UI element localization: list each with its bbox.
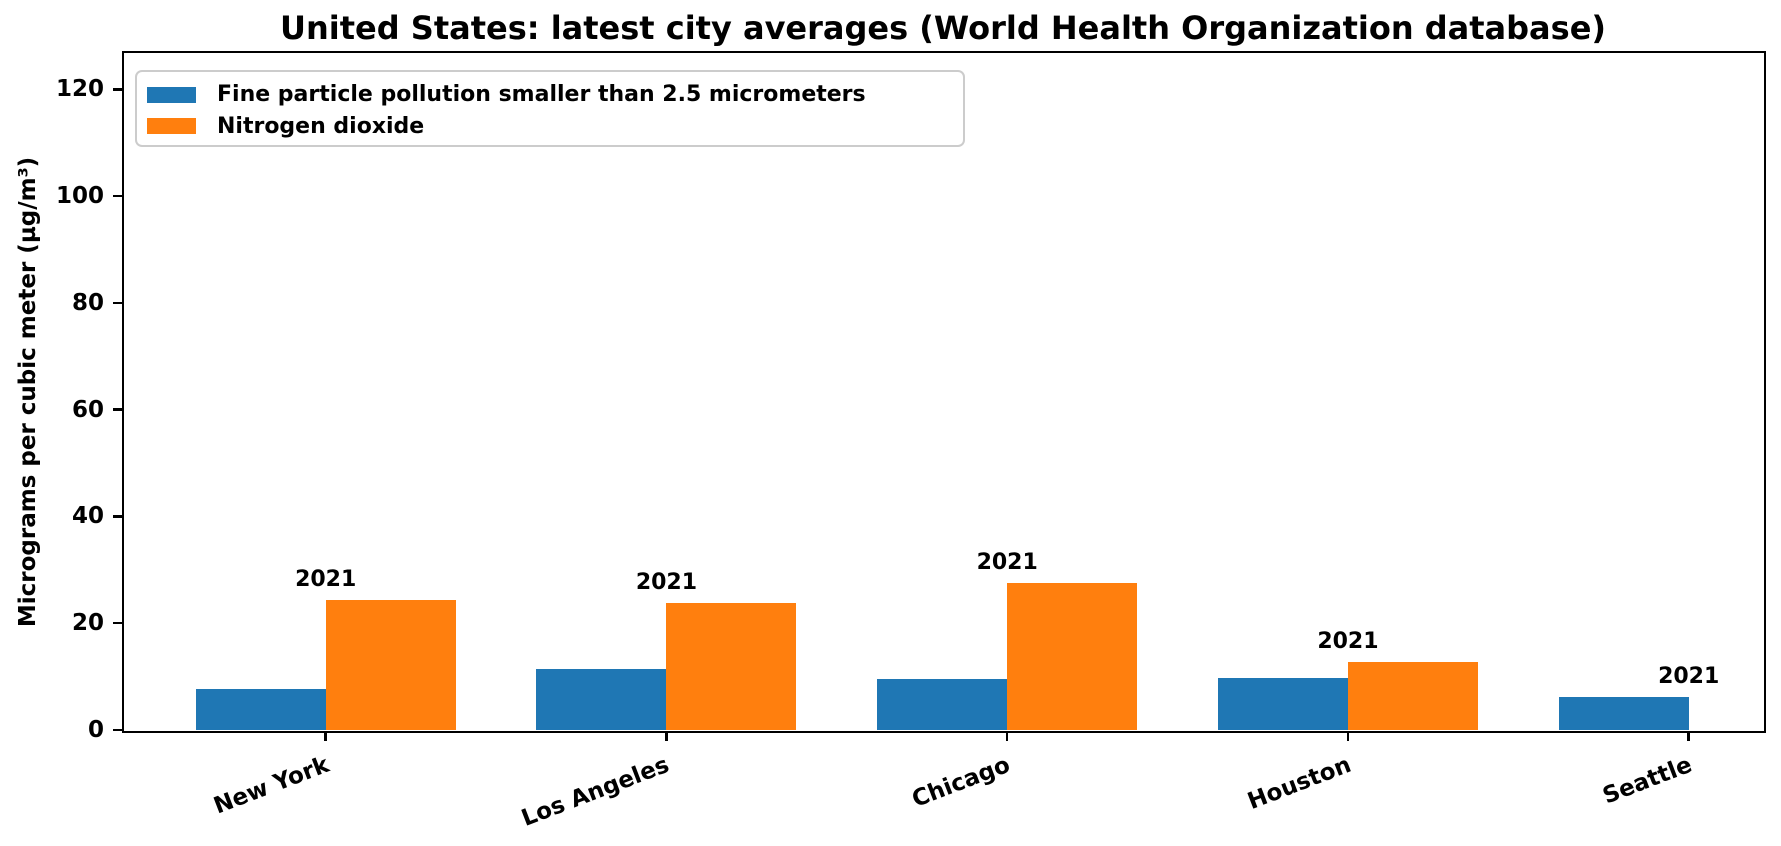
y-tick-mark-40 — [112, 515, 122, 518]
x-tick-label-los-angeles: Los Angeles — [518, 751, 674, 832]
y-tick-label-60: 60 — [71, 396, 104, 423]
y-tick-mark-100 — [112, 194, 122, 198]
x-tick-mark-chicago — [1005, 732, 1009, 741]
legend-label-no2: Nitrogen dioxide — [217, 113, 425, 139]
legend-rows: Fine particle pollution smaller than 2.5… — [147, 79, 951, 142]
bar-pm25-new-york — [195, 688, 326, 730]
y-tick-mark-20 — [112, 621, 122, 625]
y-tick-label-0: 0 — [87, 717, 104, 743]
bar-no2-houston — [1347, 661, 1478, 730]
x-tick-mark-los-angeles — [665, 732, 668, 741]
bar-year-label-seattle: 2021 — [1658, 663, 1720, 689]
bar-no2-los-angeles — [666, 602, 797, 730]
x-tick-mark-new-york — [324, 732, 327, 741]
bar-year-label-los-angeles: 2021 — [635, 569, 698, 595]
y-tick-label-100: 100 — [55, 183, 104, 210]
bar-pm25-seattle — [1558, 696, 1689, 730]
y-tick-mark-120 — [112, 88, 122, 91]
y-tick-mark-0 — [112, 728, 122, 732]
bar-pm25-los-angeles — [536, 668, 667, 730]
bar-year-label-chicago: 2021 — [976, 549, 1038, 575]
y-axis-label: Micrograms per cubic meter (µg/m³) — [15, 156, 41, 628]
x-tick-mark-seattle — [1687, 732, 1690, 741]
x-tick-label-chicago: Chicago — [908, 751, 1014, 813]
y-tick-label-80: 80 — [71, 289, 104, 316]
bar-pm25-chicago — [877, 678, 1008, 730]
x-tick-mark-houston — [1346, 732, 1350, 741]
y-tick-mark-60 — [112, 408, 122, 411]
legend: Fine particle pollution smaller than 2.5… — [135, 70, 965, 147]
chart-title: United States: latest city averages (Wor… — [279, 9, 1607, 47]
bar-year-label-houston: 2021 — [1317, 628, 1379, 654]
legend-item-pm25: Fine particle pollution smaller than 2.5… — [147, 79, 951, 111]
y-tick-label-40: 40 — [71, 503, 104, 530]
y-tick-label-20: 20 — [71, 610, 104, 637]
bar-pm25-houston — [1217, 677, 1348, 730]
y-tick-mark-80 — [112, 301, 122, 305]
bar-year-label-new-york: 2021 — [295, 567, 357, 593]
x-tick-label-new-york: New York — [209, 751, 333, 820]
x-tick-label-houston: Houston — [1244, 751, 1355, 815]
legend-swatch-pm25-icon — [147, 86, 196, 103]
y-tick-label-120: 120 — [55, 76, 104, 103]
x-tick-label-seattle: Seattle — [1599, 751, 1696, 810]
legend-item-no2: Nitrogen dioxide — [147, 111, 951, 143]
legend-swatch-no2-icon — [147, 118, 196, 135]
legend-label-pm25: Fine particle pollution smaller than 2.5… — [217, 82, 866, 108]
bar-no2-new-york — [325, 600, 456, 730]
bar-no2-chicago — [1007, 582, 1138, 730]
